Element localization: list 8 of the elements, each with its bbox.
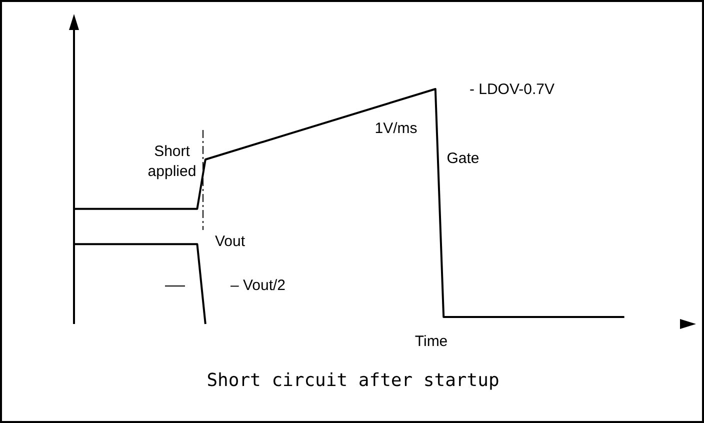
annotation: – Vout/2 bbox=[230, 276, 286, 294]
annotation: Short applied bbox=[148, 142, 196, 180]
annotation: Vout bbox=[214, 232, 246, 250]
annotation: Gate bbox=[446, 150, 480, 167]
text: Short circuit after startup bbox=[206, 370, 500, 391]
annotation: 1V/ms bbox=[374, 120, 418, 137]
x-axis-title: Time bbox=[414, 332, 448, 350]
annotation: - LDOV-0.7V bbox=[469, 80, 555, 98]
